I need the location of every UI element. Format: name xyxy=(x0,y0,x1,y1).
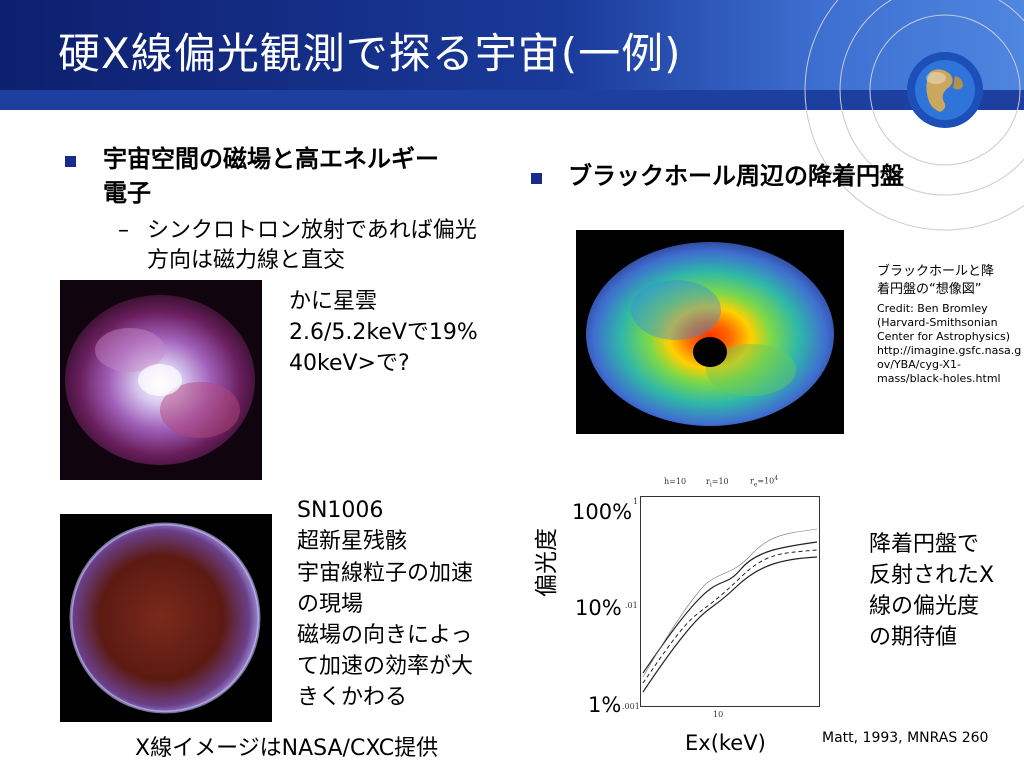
disk-caption-line4: (Harvard-Smithsonian xyxy=(877,316,998,329)
crab-text-line1: かに星雲 xyxy=(289,289,378,314)
bullet-marker xyxy=(531,173,542,184)
disk-caption-line2: 着円盤の“想像図” xyxy=(877,282,982,297)
sn1006-text-line7: きくかわる xyxy=(297,685,408,710)
sn1006-image xyxy=(60,514,272,722)
polarization-curves xyxy=(642,528,818,693)
slide-title: 硬X線偏光観測で探る宇宙(一例) xyxy=(58,29,682,78)
sn1006-text-line5: 磁場の向きによっ xyxy=(297,623,473,648)
sn1006-text-line2: 超新星残骸 xyxy=(297,529,408,554)
crab-text-line3: 40keV>で? xyxy=(289,351,410,376)
plot-inner-ytick-01: .01 xyxy=(625,601,638,610)
sn1006-text-line6: て加速の効率が大 xyxy=(297,654,474,679)
polarization-plot-frame xyxy=(640,496,820,707)
plot-inner-ytick-1: 1 xyxy=(633,497,639,506)
sn1006-text-line1: SN1006 xyxy=(297,498,384,523)
plot-note-line3: 線の偏光度 xyxy=(869,594,980,619)
crab-text-line2: 2.6/5.2keVで19% xyxy=(289,320,478,345)
bullet-magnetic-field-line1: 宇宙空間の磁場と高エネルギー xyxy=(103,145,439,173)
plot-note-line4: の期待値 xyxy=(869,625,958,650)
plot-y-label-100: 100% xyxy=(572,500,633,524)
bullet-marker xyxy=(65,156,76,167)
plot-param-ri: ri=10 xyxy=(706,477,729,489)
plot-inner-ytick-001: .001 xyxy=(622,702,640,711)
bullet-black-hole-disk: ブラックホール周辺の降着円盤 xyxy=(568,162,904,190)
plot-y-label-10: 10% xyxy=(575,596,622,620)
title-bar-stripe xyxy=(0,90,1024,110)
sn1006-text-line3: 宇宙線粒子の加速 xyxy=(297,561,474,586)
sub-bullet-dash: – xyxy=(118,218,129,243)
sub-bullet-synchrotron-line1: シンクロトロン放射であれば偏光 xyxy=(147,218,477,243)
plot-inner-xtick-10: 10 xyxy=(713,710,724,719)
sn1006-text-line4: の現場 xyxy=(297,592,364,617)
plot-y-label-1: 1% xyxy=(588,693,622,717)
bullet-magnetic-field-line2: 電子 xyxy=(103,179,151,207)
plot-reference: Matt, 1993, MNRAS 260 xyxy=(822,730,989,746)
crab-nebula-image xyxy=(60,280,262,480)
plot-y-axis-title: 偏光度 xyxy=(534,528,560,597)
plot-param-h: h=10 xyxy=(664,477,687,486)
plot-x-axis-title: Ex(keV) xyxy=(685,731,766,755)
plot-note-line2: 反射されたX xyxy=(869,563,995,588)
disk-caption-line6: http://imagine.gsfc.nasa.g xyxy=(877,344,1022,357)
plot-note-line1: 降着円盤で xyxy=(869,532,980,557)
disk-caption-line5: Center for Astrophysics) xyxy=(877,330,1011,343)
disk-caption-line8: mass/black-holes.html xyxy=(877,372,1001,385)
disk-caption-line1: ブラックホールと降 xyxy=(877,264,995,279)
disk-caption-line7: ov/YBA/cyg-X1- xyxy=(877,358,961,371)
sub-bullet-synchrotron-line2: 方向は磁力線と直交 xyxy=(147,248,346,273)
image-credit-footer: X線イメージはNASA/CXC提供 xyxy=(135,736,439,761)
disk-caption-line3: Credit: Ben Bromley xyxy=(877,302,988,315)
plot-param-re: re=104 xyxy=(750,475,779,489)
accretion-disk-image xyxy=(576,230,844,434)
